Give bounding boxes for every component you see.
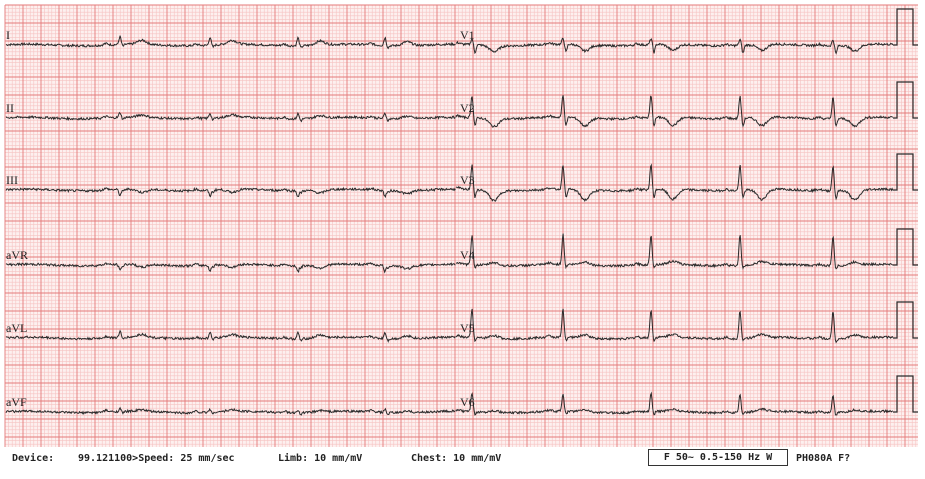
calibration-pulse — [893, 301, 918, 339]
trace-avf — [5, 406, 456, 416]
lead-label: II — [6, 101, 14, 115]
ecg-paper — [5, 5, 918, 447]
calibration-pulse — [893, 375, 918, 413]
filter-setting-box: F 50~ 0.5-150 Hz W — [648, 449, 788, 466]
grid-major — [4, 4, 918, 447]
lead-label: V1 — [460, 28, 475, 42]
trace-avl — [5, 329, 456, 343]
trace-v5 — [456, 308, 894, 344]
calibration-pulse — [893, 81, 918, 119]
lead-label: I — [6, 28, 10, 42]
trace-v1 — [455, 37, 894, 55]
grid-minor — [5, 5, 918, 447]
lead-label: V6 — [460, 395, 475, 409]
trace-v3 — [455, 163, 894, 203]
limb-gain-label: Limb: 10 mm/mV — [278, 453, 363, 464]
trace-v4 — [455, 233, 894, 270]
calibration-pulse — [893, 153, 918, 191]
model-label: PH080A F? — [796, 453, 851, 464]
lead-label: V3 — [460, 173, 475, 187]
trace-iii — [5, 186, 456, 199]
lead-label: aVL — [6, 321, 28, 335]
trace-v6 — [455, 391, 894, 416]
lead-label: III — [6, 173, 18, 187]
calibration-pulse — [893, 8, 918, 46]
device-label: Device: — [12, 453, 55, 464]
trace-v2 — [455, 95, 894, 128]
lead-label: V4 — [460, 248, 475, 262]
trace-avr — [5, 261, 456, 274]
chest-gain-label: Chest: 10 mm/mV — [411, 453, 502, 464]
lead-label: aVR — [6, 248, 28, 262]
trace-ii — [5, 111, 456, 123]
lead-label: V5 — [460, 321, 475, 335]
speed-label: 99.121100>Speed: 25 mm/sec — [78, 453, 235, 464]
lead-label: V2 — [460, 101, 475, 115]
calibration-pulse — [893, 228, 918, 266]
trace-i — [5, 35, 456, 50]
lead-label: aVF — [6, 395, 27, 409]
